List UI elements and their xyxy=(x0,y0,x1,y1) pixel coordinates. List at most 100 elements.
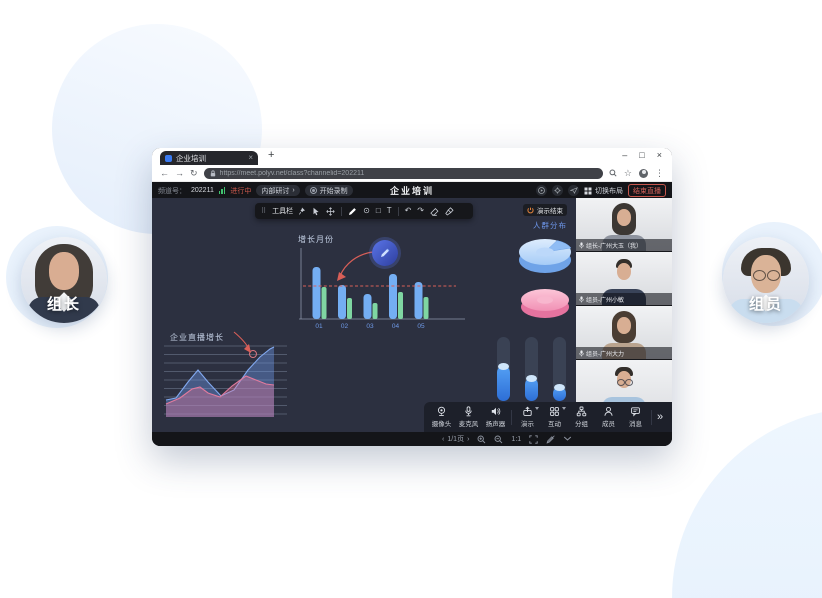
playback-button[interactable] xyxy=(536,185,547,196)
present-button[interactable]: 演示 xyxy=(514,406,541,428)
move-tool-icon[interactable] xyxy=(326,206,335,216)
pen-tool-icon[interactable] xyxy=(348,207,357,216)
webcam-icon xyxy=(437,406,446,417)
new-tab-button[interactable]: + xyxy=(268,149,275,161)
zoom-out-icon[interactable] xyxy=(494,435,503,444)
refresh-icon[interactable]: ↻ xyxy=(190,167,198,178)
browser-tab[interactable]: 企业培训 × xyxy=(160,151,258,165)
mic-icon xyxy=(579,241,584,248)
audience-donut-blue xyxy=(519,239,572,273)
collapse-icon[interactable] xyxy=(563,436,572,442)
channel-label: 频道号： xyxy=(158,187,186,195)
cylinder-track xyxy=(497,337,510,401)
decor-blob-bottom-right xyxy=(672,408,822,598)
tab-close-icon[interactable]: × xyxy=(248,153,253,162)
window-close-button[interactable]: × xyxy=(656,150,662,160)
page-indicator: 1/1页 xyxy=(447,436,465,443)
zoom-ratio-button[interactable]: 1:1 xyxy=(511,435,522,443)
fit-screen-icon[interactable] xyxy=(529,434,538,444)
messages-button[interactable]: 消息 xyxy=(622,406,649,428)
text-tool-icon[interactable]: T xyxy=(386,206,392,215)
glasses xyxy=(753,270,780,281)
clear-brush-icon[interactable] xyxy=(445,206,454,216)
pin-icon[interactable] xyxy=(299,207,306,215)
window-minimize-button[interactable]: – xyxy=(622,150,628,160)
glasses xyxy=(617,379,633,386)
circle-tool-icon[interactable]: ⊙ xyxy=(363,206,370,215)
channel-id: 202211 xyxy=(191,187,214,194)
camera-label: 摄像头 xyxy=(431,421,452,428)
interact-button[interactable]: 互动 xyxy=(541,406,568,428)
toolbar-label: 工具栏 xyxy=(272,208,294,215)
annotate-toggle-icon[interactable] xyxy=(546,435,555,444)
share-button[interactable] xyxy=(568,185,579,196)
end-live-button[interactable]: 结束直播 xyxy=(628,184,666,197)
messages-label: 消息 xyxy=(629,421,642,428)
url-text: https://meet.polyv.net/class?channelid=2… xyxy=(219,169,365,177)
more-tools-icon[interactable]: » xyxy=(657,410,664,423)
zoom-in-icon[interactable] xyxy=(477,435,486,444)
svg-text:03: 03 xyxy=(366,323,374,330)
members-button[interactable]: 成员 xyxy=(595,406,622,428)
speaker-button[interactable]: 扬声器 xyxy=(482,406,509,428)
tab-title: 企业培训 xyxy=(176,153,206,163)
record-button[interactable]: 开始录制 xyxy=(304,185,353,196)
video-tile[interactable]: 组长-广州大玉（我） xyxy=(576,198,672,251)
caret-down-icon xyxy=(562,407,566,410)
divider xyxy=(511,409,512,425)
member-label: 组员 xyxy=(748,296,783,313)
play-icon xyxy=(538,187,545,194)
bar-chart-title: 增长月份 xyxy=(298,235,334,244)
drag-handle-icon[interactable]: ⠿ xyxy=(261,207,267,215)
select-cursor-icon[interactable] xyxy=(312,207,320,216)
svg-text:01: 01 xyxy=(315,323,323,330)
speaker-label: 扬声器 xyxy=(485,421,506,428)
person-face xyxy=(617,209,631,226)
participant-label: 组长-广州大玉（我） xyxy=(576,239,672,251)
eraser-icon[interactable] xyxy=(430,207,439,216)
gear-icon xyxy=(554,187,561,194)
lock-icon xyxy=(210,169,215,176)
url-field[interactable]: https://meet.polyv.net/class?channelid=2… xyxy=(203,167,603,179)
switch-layout-button[interactable]: 切换布局 xyxy=(584,186,623,196)
settings-button[interactable] xyxy=(552,185,563,196)
divider xyxy=(397,206,399,216)
back-icon[interactable]: ← xyxy=(160,167,169,178)
rect-tool-icon[interactable]: □ xyxy=(375,206,381,215)
mic-button[interactable]: 麦克风 xyxy=(455,406,482,428)
person-face xyxy=(617,317,631,334)
power-icon xyxy=(527,207,534,213)
record-icon xyxy=(309,187,317,194)
topic-button[interactable]: 内部研讨 › xyxy=(256,185,300,196)
browser-window: 企业培训 × + – □ × ← → ↻ https://meet.polyv.… xyxy=(152,148,672,446)
tab-strip: 企业培训 × + – □ × xyxy=(152,148,672,165)
window-maximize-button[interactable]: □ xyxy=(639,150,645,160)
participant-name: 组员-广州大力 xyxy=(586,351,624,358)
cylinder-fill xyxy=(553,383,566,401)
svg-text:04: 04 xyxy=(392,323,400,330)
whiteboard-canvas[interactable]: ⠿ 工具栏 ⊙ xyxy=(152,198,576,432)
participant-label: 组员-广州大力 xyxy=(576,347,672,359)
search-icon[interactable] xyxy=(609,169,617,177)
divider xyxy=(341,206,343,216)
video-tile[interactable]: 组员-广州大力 xyxy=(576,306,672,359)
layout-grid-icon xyxy=(584,187,592,194)
address-bar: ← → ↻ https://meet.polyv.net/class?chann… xyxy=(152,165,672,182)
profile-avatar-icon[interactable] xyxy=(639,168,648,178)
topic-button-label: 内部研讨 xyxy=(261,187,290,195)
undo-icon[interactable]: ↶ xyxy=(404,206,412,215)
redo-icon[interactable]: ↷ xyxy=(417,206,424,215)
next-page-icon[interactable]: › xyxy=(467,435,470,443)
paper-plane-icon xyxy=(569,187,578,194)
browser-menu-icon[interactable]: ⋮ xyxy=(655,167,664,178)
member-avatar: 组员 xyxy=(723,237,809,323)
prev-page-icon[interactable]: ‹ xyxy=(442,435,445,443)
video-tile[interactable]: 组员-广州小敏 xyxy=(576,252,672,305)
audience-donut-pink xyxy=(521,289,569,318)
forward-icon[interactable]: → xyxy=(175,167,184,178)
camera-button[interactable]: 摄像头 xyxy=(428,406,455,428)
bookmark-star-icon[interactable]: ☆ xyxy=(623,167,632,178)
group-button[interactable]: 分组 xyxy=(568,406,595,428)
demo-end-button[interactable]: 演示结束 xyxy=(523,204,567,216)
